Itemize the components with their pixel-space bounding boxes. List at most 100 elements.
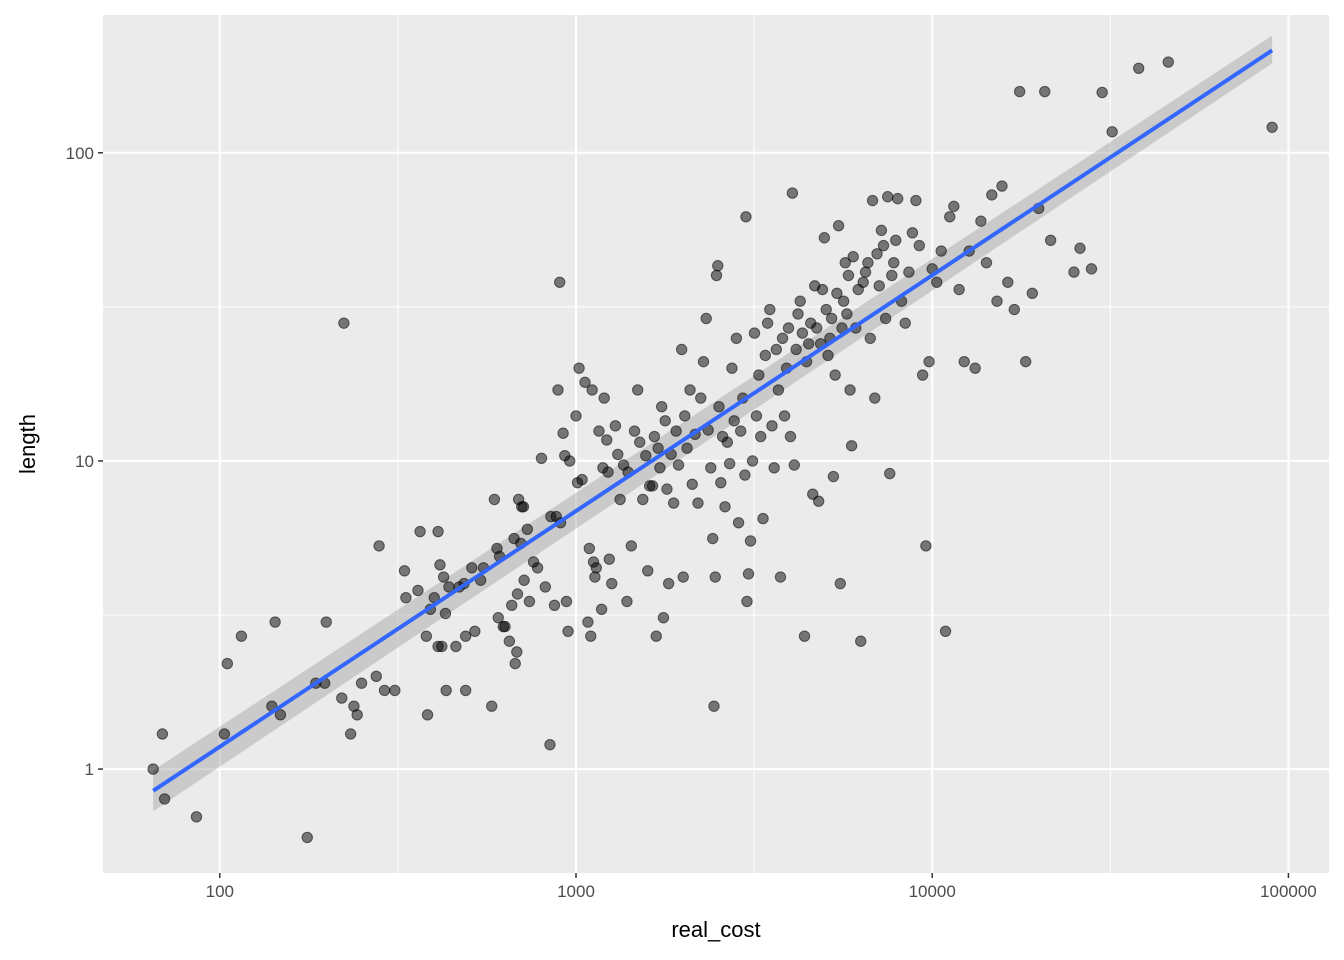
data-point — [744, 535, 757, 547]
data-point — [920, 540, 932, 552]
data-point — [466, 562, 478, 574]
x-tick-label: 1000 — [557, 882, 595, 901]
data-point — [820, 303, 832, 316]
data-point — [778, 410, 791, 422]
data-point — [766, 420, 778, 432]
data-point — [625, 540, 638, 552]
data-point — [606, 577, 618, 590]
data-point — [975, 215, 987, 227]
data-point — [579, 376, 591, 388]
data-point — [742, 568, 755, 580]
data-point — [844, 384, 856, 396]
data-point — [338, 317, 350, 329]
data-point — [603, 553, 615, 565]
confidence-ribbon — [153, 35, 1273, 812]
data-point — [969, 362, 981, 374]
data-point — [459, 630, 472, 642]
data-point — [593, 425, 605, 437]
data-point — [637, 493, 649, 506]
data-point — [834, 577, 846, 590]
data-point — [980, 256, 993, 269]
fit-line — [152, 48, 1274, 793]
data-point — [400, 591, 412, 604]
data-point — [721, 436, 734, 448]
data-point — [646, 480, 659, 492]
data-point — [499, 620, 511, 633]
data-point — [218, 728, 231, 740]
data-point — [884, 467, 896, 480]
x-axis-ticks: 100 1000 10000 100000 — [206, 873, 1317, 901]
data-point — [681, 442, 693, 454]
data-point — [586, 384, 598, 396]
data-point — [158, 793, 171, 805]
data-point — [518, 574, 530, 586]
data-point — [923, 355, 935, 368]
data-point — [768, 462, 780, 474]
data-point — [398, 565, 411, 577]
data-point — [506, 599, 518, 612]
data-point — [621, 595, 633, 608]
data-point — [857, 276, 869, 288]
data-point — [831, 287, 843, 299]
data-point — [903, 266, 915, 278]
data-point — [931, 276, 943, 288]
data-point — [822, 349, 834, 362]
data-point — [794, 295, 806, 307]
data-point — [713, 400, 725, 413]
data-point — [421, 709, 434, 721]
data-point — [700, 312, 712, 325]
data-point — [1096, 86, 1108, 99]
data-point — [589, 571, 601, 583]
data-point — [511, 588, 524, 600]
data-point — [916, 369, 929, 381]
data-point — [1162, 56, 1174, 68]
y-tick-label: 100 — [66, 144, 94, 163]
data-point — [675, 343, 688, 356]
data-point — [730, 332, 743, 345]
data-point — [552, 384, 564, 396]
x-tick-label: 100 — [206, 882, 234, 901]
data-point — [614, 493, 626, 506]
data-point — [841, 308, 853, 320]
data-point — [320, 616, 332, 628]
data-point — [839, 256, 851, 269]
data-point — [866, 194, 879, 207]
data-point — [832, 219, 845, 232]
data-point — [906, 227, 919, 239]
data-point — [774, 571, 787, 583]
data-point — [1074, 242, 1086, 254]
data-point — [877, 239, 890, 252]
data-point — [879, 312, 892, 325]
data-point — [764, 303, 776, 316]
data-point — [539, 581, 552, 593]
plot-panel — [103, 15, 1329, 873]
data-point — [570, 410, 582, 422]
data-point — [837, 295, 850, 307]
data-point — [784, 430, 797, 443]
data-point — [450, 640, 462, 653]
data-point — [726, 362, 738, 374]
data-point — [875, 224, 888, 237]
data-point — [640, 449, 652, 462]
data-point — [732, 517, 745, 529]
data-point — [864, 332, 876, 345]
y-tick-label: 10 — [75, 452, 94, 471]
data-point — [1039, 85, 1051, 98]
data-point — [869, 392, 881, 404]
data-point — [679, 410, 691, 422]
data-point — [862, 256, 874, 269]
data-point — [719, 501, 731, 513]
data-point — [670, 425, 682, 437]
data-point — [439, 607, 452, 620]
x-axis-title: real_cost — [671, 917, 760, 942]
data-point — [562, 625, 574, 637]
data-point — [935, 245, 947, 257]
data-point — [389, 684, 401, 697]
data-point — [156, 728, 169, 740]
data-point — [634, 436, 646, 448]
data-point — [913, 239, 926, 252]
data-point — [648, 430, 661, 443]
data-point — [378, 684, 391, 697]
data-point — [705, 462, 717, 474]
